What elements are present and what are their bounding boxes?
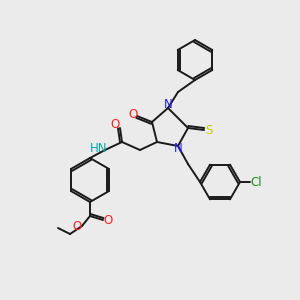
Text: O: O bbox=[128, 107, 138, 121]
Text: HN: HN bbox=[90, 142, 108, 154]
Text: Cl: Cl bbox=[250, 176, 262, 188]
Text: O: O bbox=[103, 214, 112, 226]
Text: O: O bbox=[110, 118, 120, 130]
Text: N: N bbox=[174, 142, 182, 155]
Text: O: O bbox=[72, 220, 82, 233]
Text: N: N bbox=[164, 98, 172, 112]
Text: S: S bbox=[205, 124, 213, 136]
